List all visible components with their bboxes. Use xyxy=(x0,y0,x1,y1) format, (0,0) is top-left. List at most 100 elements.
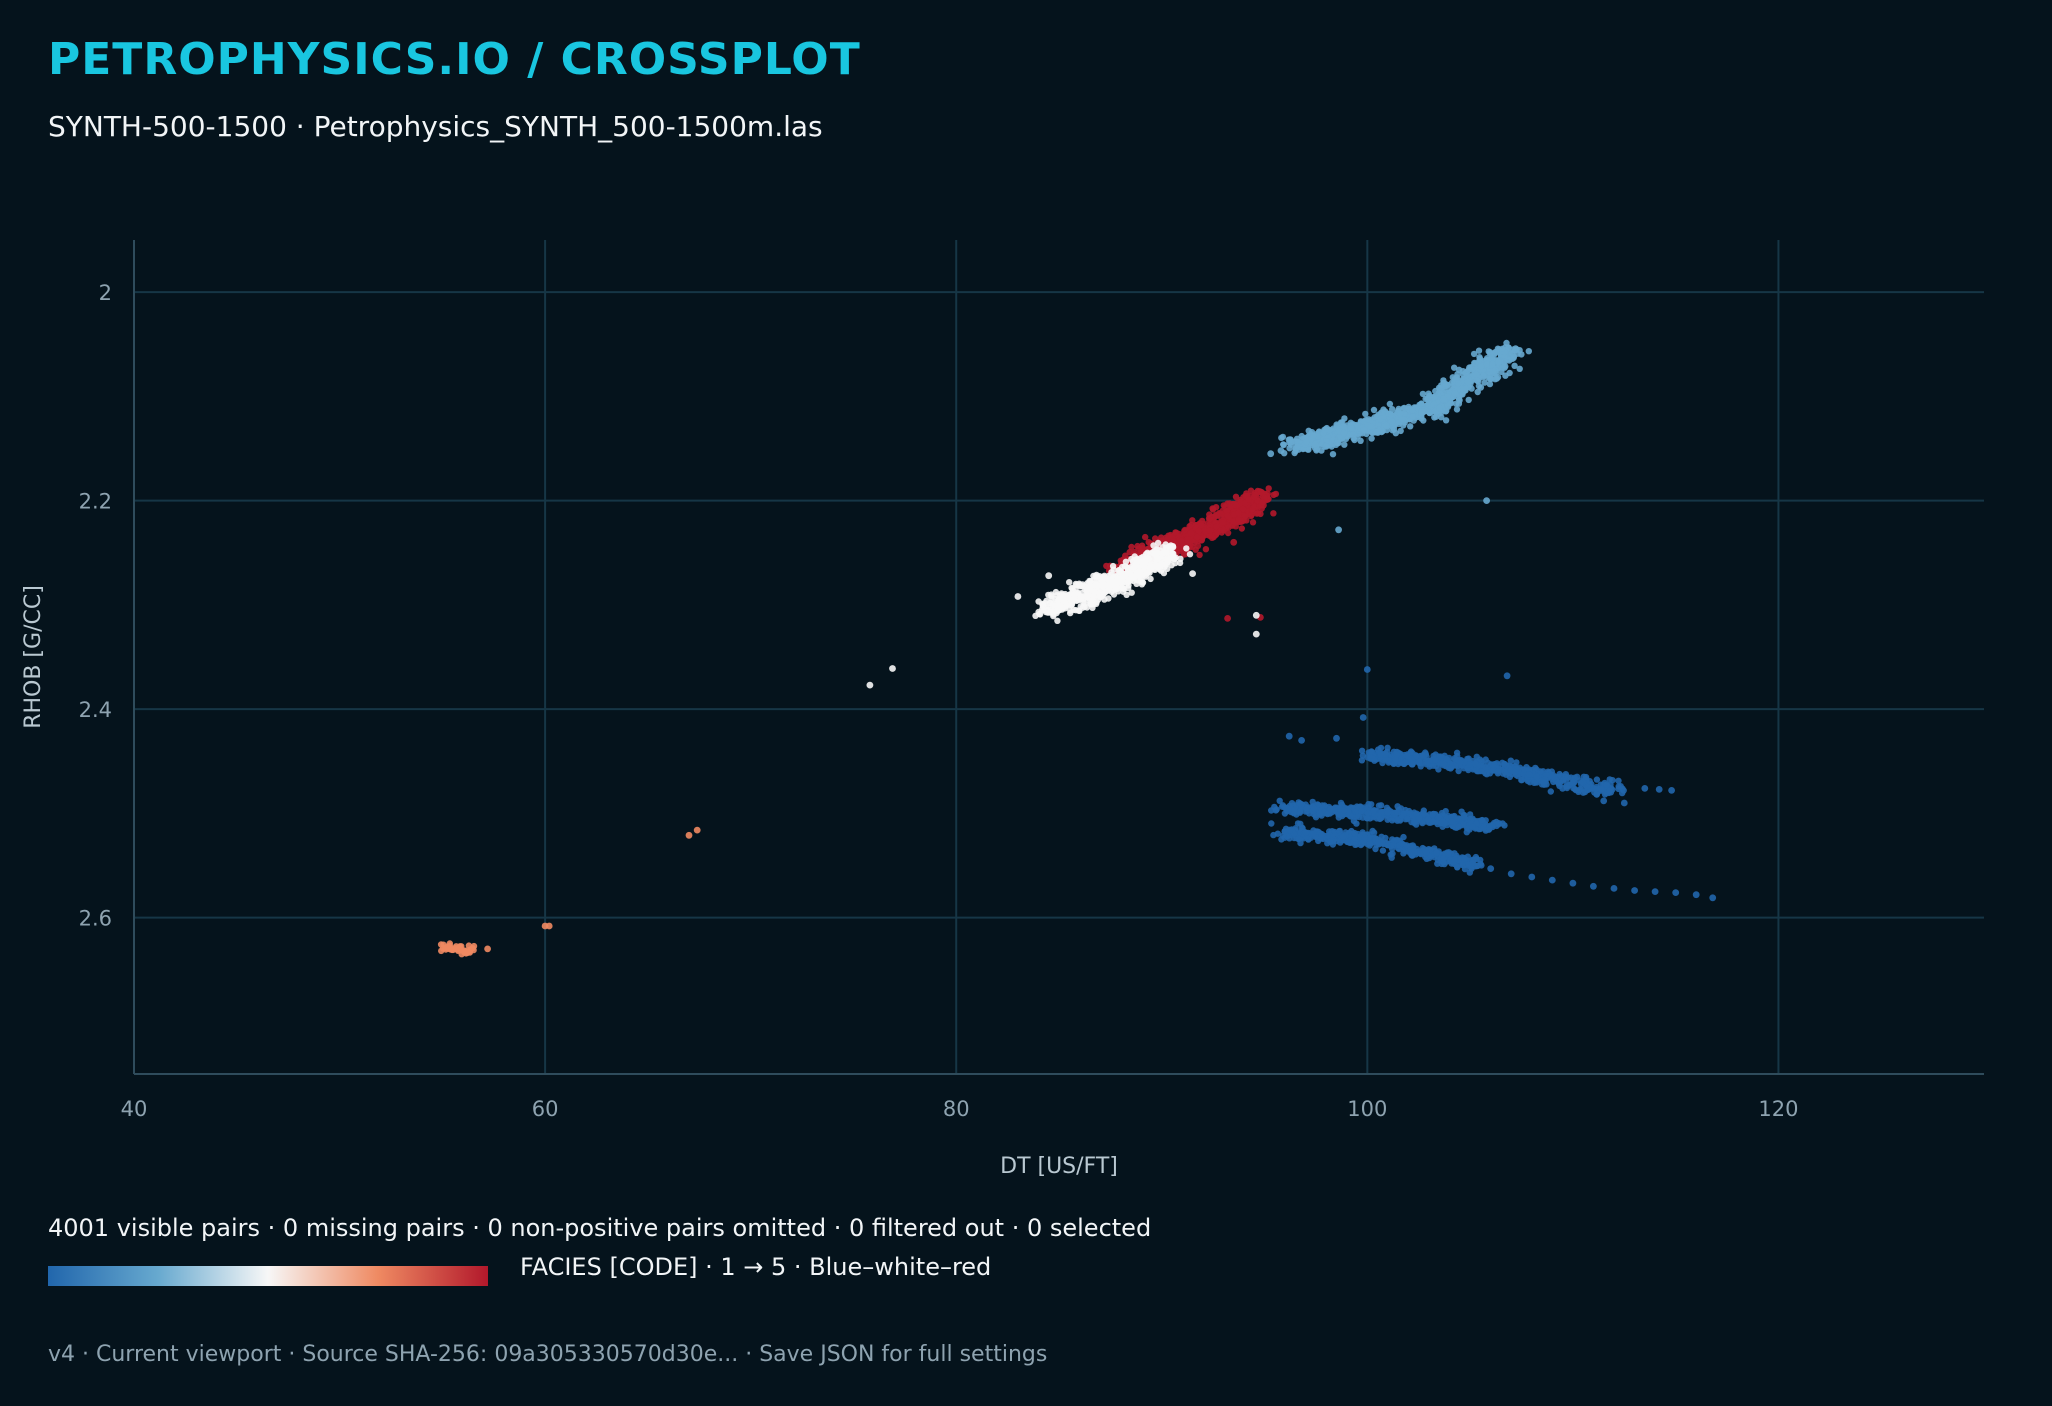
facies-colorbar xyxy=(48,1266,488,1286)
data-point xyxy=(1303,804,1311,812)
data-point xyxy=(1388,845,1396,853)
data-point xyxy=(1086,577,1093,585)
data-point xyxy=(1341,415,1348,422)
data-point xyxy=(1572,786,1580,794)
data-point xyxy=(1092,582,1099,589)
data-point xyxy=(484,945,491,953)
y-tick-label: 2.2 xyxy=(79,490,112,514)
data-point xyxy=(1272,490,1280,498)
data-point xyxy=(1316,810,1324,817)
data-point xyxy=(545,922,553,930)
data-point xyxy=(1442,417,1450,424)
data-point xyxy=(1439,818,1446,825)
data-point xyxy=(1238,525,1246,532)
data-point xyxy=(1586,778,1593,785)
data-point xyxy=(1265,485,1272,492)
data-point xyxy=(1379,847,1387,854)
data-point xyxy=(1365,416,1372,423)
data-point xyxy=(1259,499,1266,506)
data-point xyxy=(1353,820,1360,827)
data-point xyxy=(1131,563,1138,571)
data-point xyxy=(1531,779,1538,786)
data-point xyxy=(685,831,693,839)
data-point xyxy=(1692,891,1700,899)
data-point xyxy=(1252,611,1260,619)
data-point xyxy=(1310,805,1318,812)
data-point xyxy=(1083,604,1091,611)
data-point xyxy=(1183,545,1190,552)
data-point xyxy=(1444,402,1452,409)
data-point xyxy=(1169,550,1176,557)
x-tick-label: 60 xyxy=(532,1097,559,1121)
data-point xyxy=(1548,876,1556,884)
data-point xyxy=(1302,829,1310,836)
data-point xyxy=(1058,606,1066,613)
data-point xyxy=(1394,809,1401,816)
data-point xyxy=(1285,732,1293,740)
data-point xyxy=(1375,422,1382,429)
data-point xyxy=(1409,406,1416,414)
data-point xyxy=(1513,759,1520,766)
data-point xyxy=(1361,834,1369,841)
data-point xyxy=(1433,849,1440,856)
data-point xyxy=(1376,815,1384,823)
data-point xyxy=(1333,734,1340,742)
data-point xyxy=(1453,374,1461,381)
data-point xyxy=(1386,400,1394,408)
data-point xyxy=(1389,427,1396,434)
axes xyxy=(133,240,1984,1075)
data-point xyxy=(1014,593,1022,600)
data-point xyxy=(1313,447,1320,454)
data-point xyxy=(1374,839,1382,846)
data-point xyxy=(1411,819,1418,827)
data-point xyxy=(1512,768,1519,776)
data-point xyxy=(1054,597,1062,604)
data-point xyxy=(1368,435,1375,442)
data-point xyxy=(1137,577,1145,585)
y-tick-label: 2 xyxy=(99,281,112,305)
data-point xyxy=(1310,830,1317,837)
data-point xyxy=(1403,842,1410,849)
data-point xyxy=(866,681,874,689)
data-point xyxy=(1451,856,1458,863)
data-point xyxy=(1059,597,1067,604)
page-title: PETROPHYSICS.IO / CROSSPLOT xyxy=(48,34,861,85)
data-point xyxy=(1323,438,1330,445)
data-point xyxy=(1489,360,1496,368)
data-point xyxy=(1206,511,1213,518)
data-point xyxy=(1287,439,1295,446)
data-point xyxy=(1257,510,1264,518)
data-point xyxy=(1066,579,1073,586)
data-point xyxy=(1161,563,1168,571)
data-point xyxy=(1154,549,1161,557)
data-point xyxy=(455,944,462,952)
data-point xyxy=(1641,785,1649,792)
data-point xyxy=(1429,811,1436,818)
x-tick-label: 40 xyxy=(121,1097,148,1121)
scatter-points[interactable] xyxy=(437,339,1717,958)
data-point xyxy=(1124,564,1131,571)
data-point xyxy=(1407,423,1414,430)
data-point xyxy=(1371,757,1378,764)
data-point xyxy=(1341,423,1348,430)
data-point xyxy=(1184,536,1191,543)
data-point xyxy=(1150,563,1157,571)
data-point xyxy=(1487,865,1495,872)
data-point xyxy=(1370,406,1378,414)
data-point xyxy=(1340,429,1348,437)
data-point xyxy=(1470,350,1478,358)
data-point xyxy=(1225,524,1232,531)
data-point xyxy=(1493,375,1501,382)
data-point xyxy=(1455,379,1462,387)
data-point xyxy=(1252,630,1260,638)
data-point xyxy=(1239,505,1247,513)
data-point xyxy=(1440,760,1448,768)
data-point xyxy=(1651,888,1659,895)
data-point xyxy=(1090,588,1098,595)
data-point xyxy=(1232,502,1240,509)
data-point xyxy=(1397,410,1404,417)
data-point xyxy=(1054,617,1061,624)
data-point xyxy=(1619,789,1626,797)
data-point xyxy=(1093,571,1100,579)
